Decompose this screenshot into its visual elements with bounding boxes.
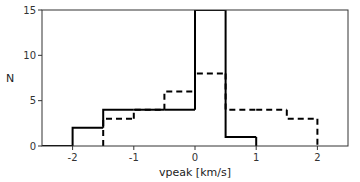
y-axis-label: N <box>6 72 14 85</box>
x-tick <box>72 146 73 150</box>
histogram-bin <box>226 10 257 137</box>
histogram-bin <box>73 128 104 146</box>
y-tick-label: 0 <box>30 141 36 152</box>
histogram-closing-edge <box>255 137 257 146</box>
x-tick-label: -1 <box>129 152 139 163</box>
histogram-bin <box>195 73 226 91</box>
histogram-bin <box>287 110 318 119</box>
y-tick <box>38 146 42 147</box>
y-tick-label: 5 <box>30 95 36 106</box>
x-tick <box>133 146 134 150</box>
histogram-bin <box>164 109 195 111</box>
histogram-bin <box>256 109 287 111</box>
histogram-bin <box>164 92 195 110</box>
x-tick <box>256 146 257 150</box>
histogram-bin <box>103 119 134 146</box>
plot-area <box>42 10 317 146</box>
x-tick <box>317 146 318 150</box>
histogram-closing-edge <box>316 119 318 146</box>
y-tick <box>38 55 42 56</box>
chart-container: -2 -1 0 1 2 0 5 10 15 vpeak [km/s] N <box>0 0 360 182</box>
x-tick-label: -2 <box>68 152 78 163</box>
x-tick-label: 1 <box>253 152 259 163</box>
histogram-bin <box>195 10 226 110</box>
y-tick <box>38 100 42 101</box>
histogram-bin <box>226 73 257 109</box>
histogram-series <box>42 10 256 146</box>
y-tick-label: 15 <box>23 5 36 16</box>
chart: -2 -1 0 1 2 0 5 10 15 vpeak [km/s] N <box>0 0 360 182</box>
x-tick <box>195 146 196 150</box>
x-axis-label: vpeak [km/s] <box>159 166 231 179</box>
x-tick-label: 0 <box>192 152 198 163</box>
plot-frame <box>42 10 348 146</box>
axes: -2 -1 0 1 2 0 5 10 15 <box>23 5 320 164</box>
y-tick <box>38 10 42 11</box>
histogram-series <box>103 73 317 146</box>
y-tick-label: 10 <box>23 50 36 61</box>
histogram-bin <box>134 110 165 119</box>
x-tick-label: 2 <box>314 152 320 163</box>
